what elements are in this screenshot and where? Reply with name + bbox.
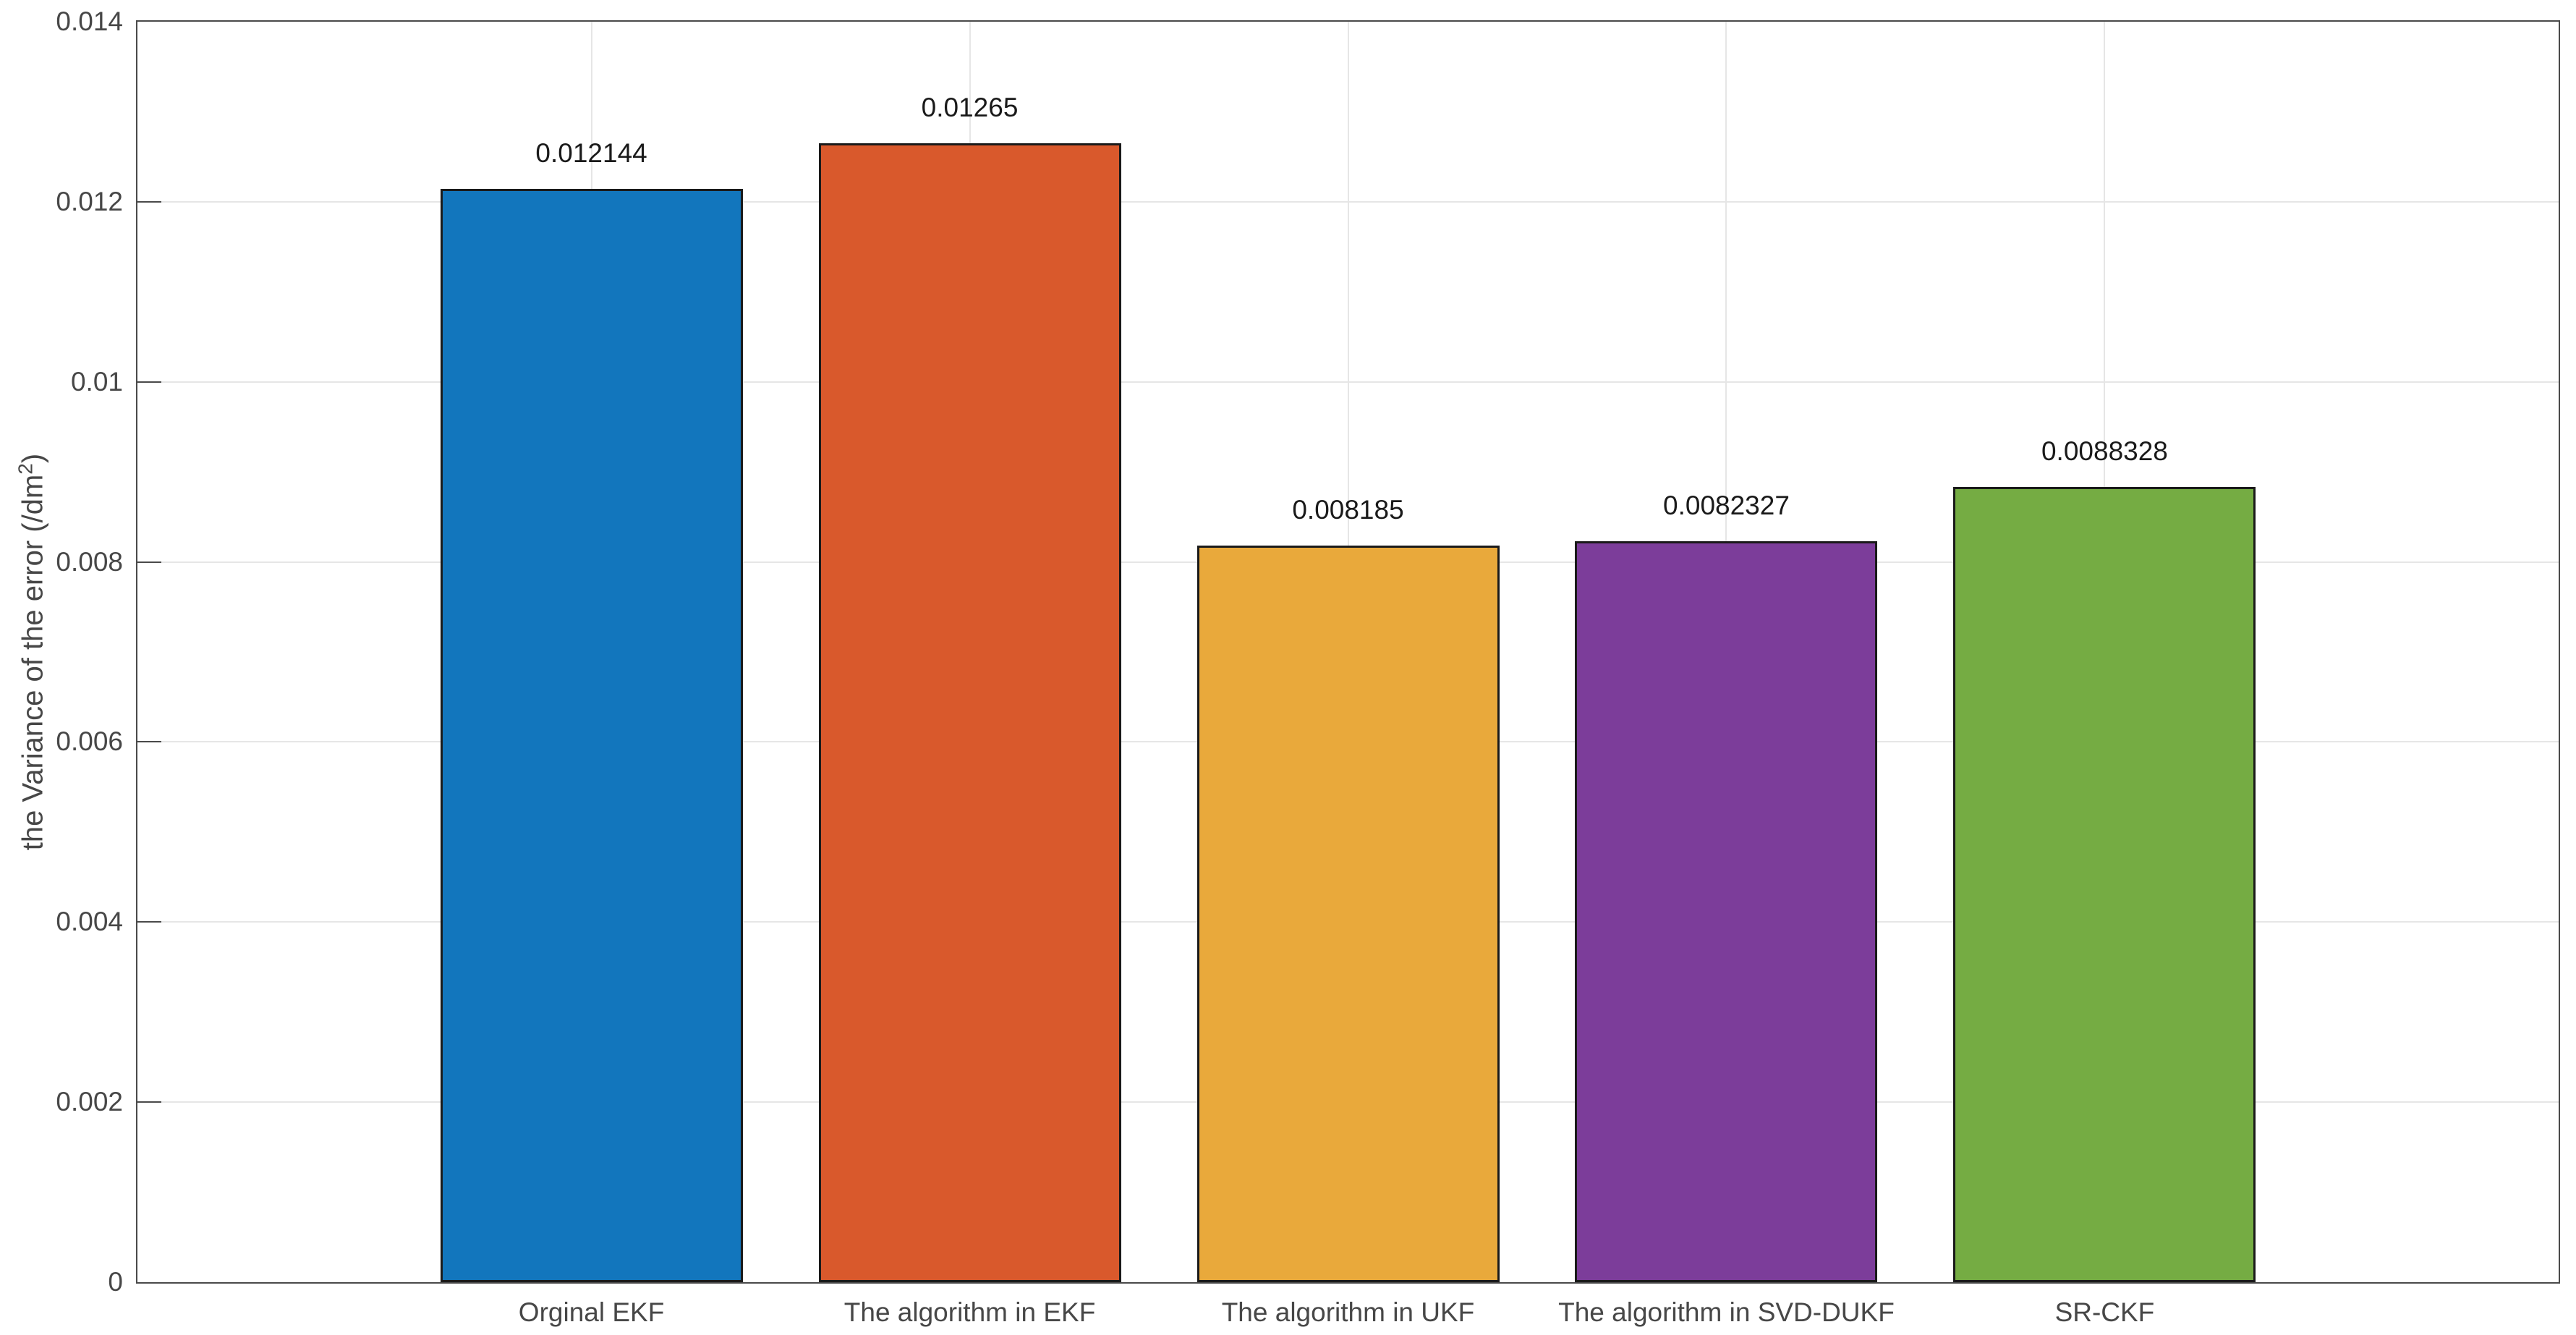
y-tick xyxy=(137,1101,161,1103)
y-tick-label: 0.014 xyxy=(56,7,123,36)
y-tick xyxy=(137,200,161,203)
y-tick-label: 0.01 xyxy=(70,366,123,397)
x-tick-label: The algorithm in EKF xyxy=(843,1297,1096,1327)
y-tick-label: 0.008 xyxy=(56,546,123,577)
y-axis-label-text: the Variance of the error (/dm xyxy=(17,474,49,851)
x-tick-label: SR-CKF xyxy=(2054,1297,2155,1327)
y-tick-label: 0.012 xyxy=(56,186,123,216)
y-tick-label: 0 xyxy=(108,1267,123,1297)
x-tick-label: The algorithm in UKF xyxy=(1221,1297,1475,1327)
bar-value-label: 0.0082327 xyxy=(1663,490,1790,520)
bar-value-label: 0.012144 xyxy=(535,137,647,168)
y-tick-label: 0.006 xyxy=(56,726,123,757)
y-tick xyxy=(137,741,161,743)
y-axis-label-superscript: 2 xyxy=(14,463,37,475)
bar xyxy=(818,143,1121,1282)
bar xyxy=(1196,545,1500,1282)
y-tick xyxy=(137,381,161,383)
bar-value-label: 0.01265 xyxy=(921,92,1019,122)
y-tick-label: 0.004 xyxy=(56,907,123,937)
bar xyxy=(1575,541,1878,1282)
bar-value-label: 0.008185 xyxy=(1292,494,1404,525)
bar-value-label: 0.0088328 xyxy=(2041,436,2168,466)
y-tick-label: 0.002 xyxy=(56,1087,123,1117)
x-tick-label: Orginal EKF xyxy=(518,1297,665,1327)
y-axis-label: the Variance of the error (/dm2) xyxy=(14,454,49,850)
y-axis-label-close: ) xyxy=(17,453,49,464)
plot-area: 0.012144 0.01265 0.008185 0.0082327 0.008832… xyxy=(136,20,2560,1284)
bar xyxy=(1953,486,2256,1282)
y-tick xyxy=(137,561,161,563)
x-tick-label: The algorithm in SVD-DUKF xyxy=(1558,1297,1895,1327)
y-tick xyxy=(137,921,161,923)
bar xyxy=(440,188,743,1282)
